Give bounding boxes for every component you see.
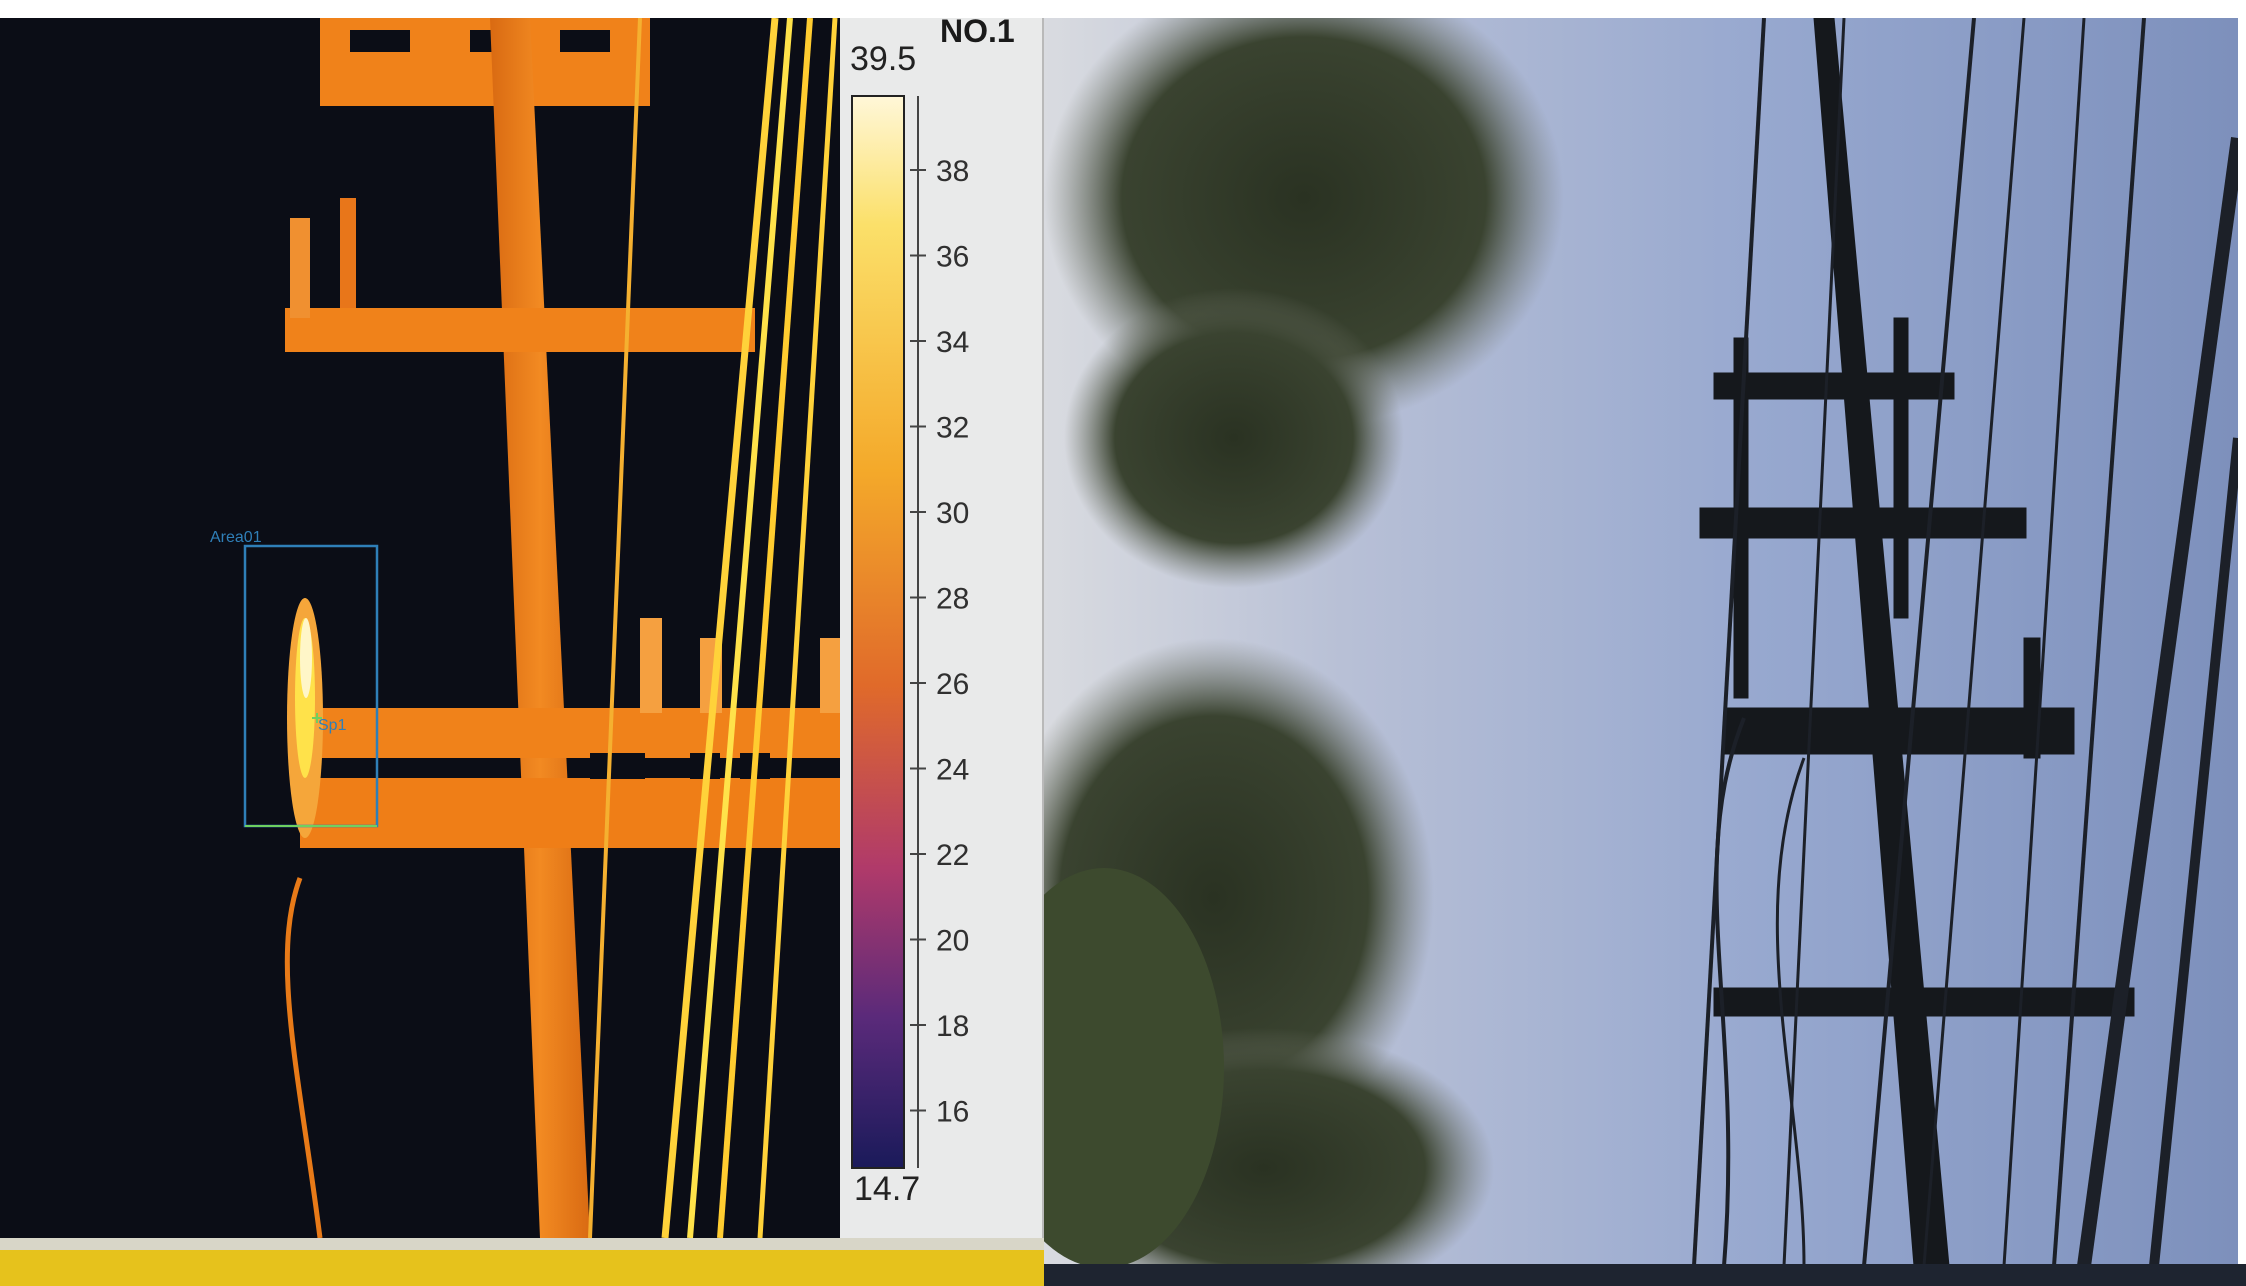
roi-area-label: Area01 — [210, 529, 262, 546]
thermal-middle-crossarm — [285, 308, 755, 352]
temperature-scale-panel: NO.1 39.5 38 36 34 32 30 28 26 24 22 20 18 16 14.7 — [840, 18, 1045, 1240]
scale-tick-label: 36 — [936, 241, 969, 274]
visible-image — [1044, 18, 2238, 1266]
scale-tick-label: 32 — [936, 412, 969, 445]
color-bar — [851, 95, 905, 1169]
scale-tick-label: 22 — [936, 839, 969, 872]
thermal-camera-view[interactable]: Area01 Sp1 — [0, 18, 840, 1238]
utility-pole — [1699, 18, 2135, 1266]
bottom-status-bar — [0, 1238, 1044, 1286]
scale-tick-label: 16 — [936, 1096, 969, 1129]
channel-label: NO.1 — [940, 18, 1015, 49]
scale-tick-label: 18 — [936, 1010, 969, 1043]
temperature-scale: NO.1 39.5 38 36 34 32 30 28 26 24 22 20 18 16 14.7 — [850, 18, 1015, 1208]
thermal-image: Area01 Sp1 — [210, 18, 840, 1238]
scale-min-label: 14.7 — [854, 1170, 920, 1208]
bottom-status-bar-right — [1044, 1264, 2246, 1286]
scale-max-label: 39.5 — [850, 40, 916, 78]
power-lines — [1692, 18, 2238, 1266]
scale-tick-label: 24 — [936, 754, 969, 787]
scale-tick-label: 38 — [936, 155, 969, 188]
scale-tick-label: 30 — [936, 497, 969, 530]
thermal-lower-crossarm — [300, 708, 840, 758]
roi-spot-label: Sp1 — [318, 717, 347, 734]
scale-tick-label: 28 — [936, 583, 969, 616]
thermal-hotspot — [300, 618, 312, 698]
scale-tick-label: 20 — [936, 925, 969, 958]
scale-tick-label: 34 — [936, 326, 969, 359]
thermal-pole — [490, 18, 590, 1238]
scale-ticks: 38 36 34 32 30 28 26 24 22 20 18 16 — [910, 155, 969, 1129]
scale-tick-label: 26 — [936, 668, 969, 701]
visible-camera-view[interactable] — [1044, 18, 2238, 1266]
